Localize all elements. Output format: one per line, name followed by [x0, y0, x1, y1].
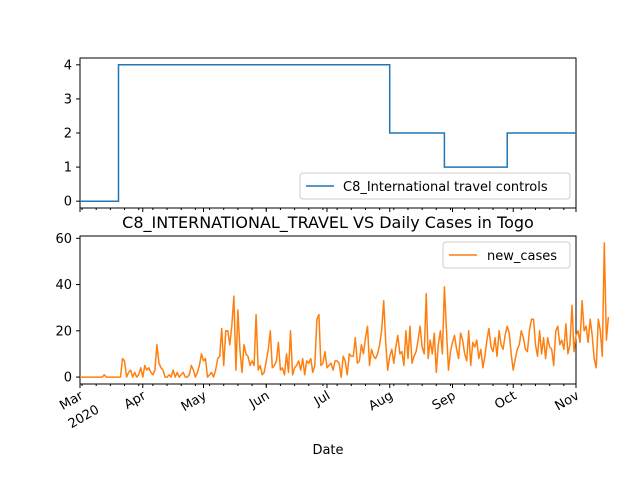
bottom-legend: new_cases — [442, 241, 571, 269]
y-tick-label: 60 — [55, 232, 72, 247]
series-line-c8-international-travel-controls — [80, 64, 576, 202]
y-tick-label: 1 — [64, 161, 72, 176]
bottom-axes-frame — [79, 235, 577, 385]
bottom-subplot: C8_INTERNATIONAL_TRAVEL VS Daily Cases i… — [55, 213, 610, 458]
bottom-x-ticks — [79, 384, 577, 388]
x-month-label-apr: Apr — [122, 388, 150, 413]
top-legend-box — [299, 172, 571, 200]
x-month-labels: Mar Apr May Jun Jul Aug Sep Oct Nov — [57, 388, 582, 415]
x-month-label-sep: Sep — [430, 388, 459, 413]
top-y-ticks: 0 1 2 3 4 — [64, 58, 80, 210]
series-line-new-cases — [80, 242, 610, 378]
y-tick-label: 4 — [64, 58, 72, 73]
legend-label-new-cases: new_cases — [487, 249, 557, 264]
bottom-legend-box — [442, 241, 571, 269]
chart-title: C8_INTERNATIONAL_TRAVEL VS Daily Cases i… — [122, 213, 534, 233]
legend-label-c8-international-travel-controls: C8_International travel controls — [343, 180, 548, 195]
top-legend: C8_International travel controls — [299, 172, 571, 200]
x-month-label-jun: Jun — [246, 388, 272, 412]
y-tick-label: 40 — [55, 278, 72, 293]
x-month-label-nov: Nov — [553, 388, 583, 414]
y-tick-label: 0 — [64, 195, 72, 210]
x-month-label-jul: Jul — [311, 388, 333, 409]
top-subplot: 0 1 2 3 4 C8_International travel controls — [64, 57, 577, 212]
x-month-label-oct: Oct — [492, 388, 519, 412]
y-tick-label: 0 — [64, 371, 72, 386]
bottom-y-ticks: 0 20 40 60 — [55, 232, 80, 386]
x-month-label-may: May — [179, 388, 210, 415]
y-tick-label: 3 — [64, 92, 72, 107]
x-month-label-aug: Aug — [366, 388, 395, 414]
x-axis-label: Date — [312, 443, 343, 458]
y-tick-label: 2 — [64, 127, 72, 142]
top-x-ticks — [79, 208, 577, 212]
y-tick-label: 20 — [55, 324, 72, 339]
